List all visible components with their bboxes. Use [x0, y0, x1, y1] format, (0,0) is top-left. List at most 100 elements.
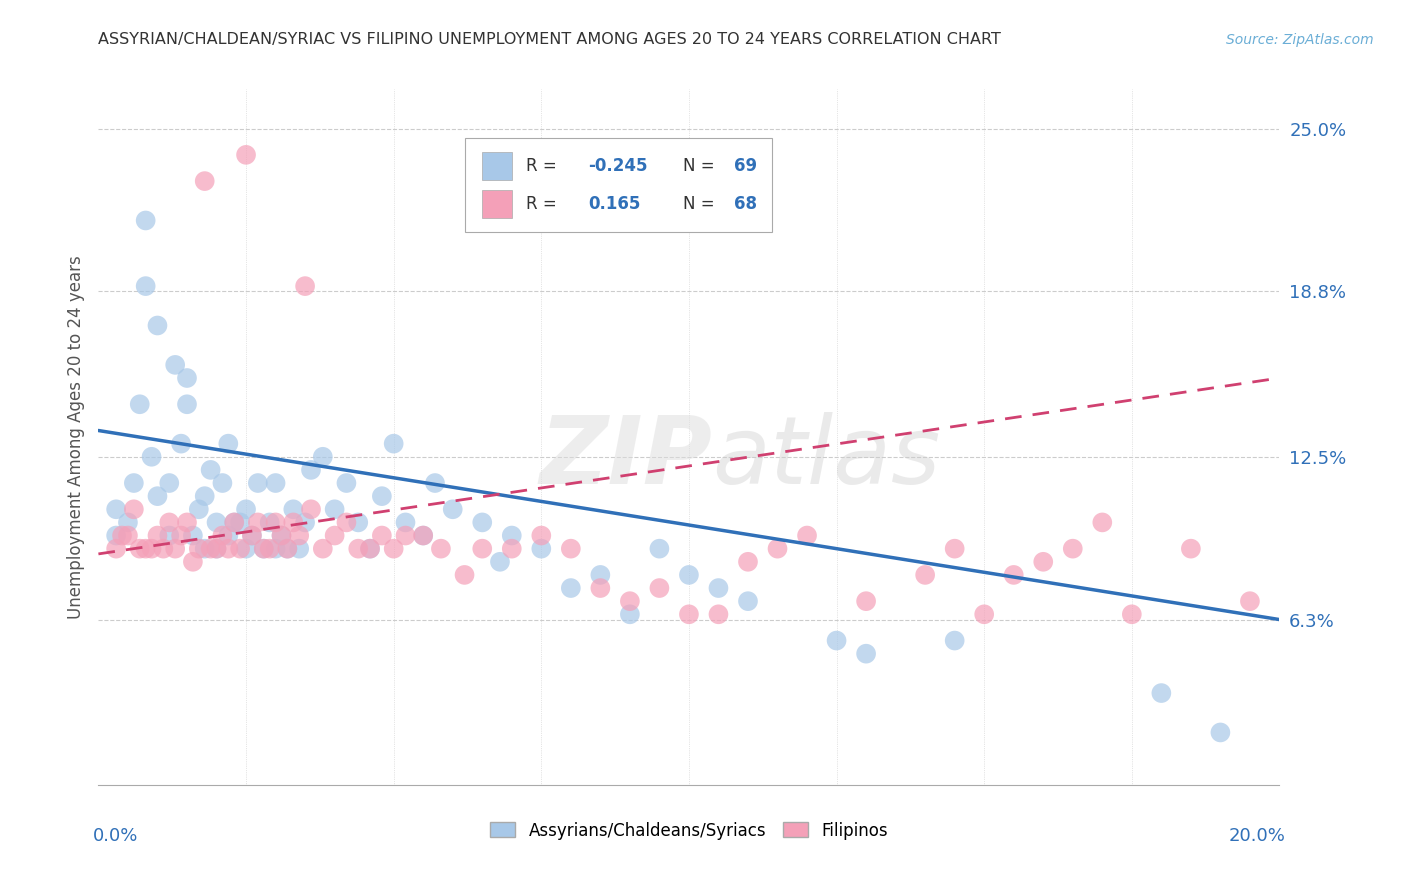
Point [359, 541, 381, 556]
Point [943, 541, 966, 556]
Point [194, 541, 217, 556]
Point [111, 528, 134, 542]
FancyBboxPatch shape [464, 138, 772, 232]
Point [146, 528, 169, 542]
Point [253, 541, 276, 556]
Point [288, 541, 311, 556]
Point [347, 541, 370, 556]
Point [276, 541, 298, 556]
Point [530, 541, 553, 556]
Point [1150, 686, 1173, 700]
Text: 68: 68 [734, 195, 756, 213]
Text: ASSYRIAN/CHALDEAN/SYRIAC VS FILIPINO UNEMPLOYMENT AMONG AGES 20 TO 24 YEARS CORR: ASSYRIAN/CHALDEAN/SYRIAC VS FILIPINO UNE… [98, 32, 1001, 47]
Point [176, 397, 198, 411]
Point [423, 476, 446, 491]
Text: -0.245: -0.245 [589, 157, 648, 175]
Text: ZIP: ZIP [540, 412, 713, 504]
Point [430, 541, 453, 556]
Point [259, 541, 281, 556]
Point [200, 541, 222, 556]
Point [1032, 555, 1054, 569]
Point [489, 555, 512, 569]
Point [194, 174, 217, 188]
Text: 69: 69 [734, 157, 756, 175]
Point [224, 516, 246, 530]
Point [152, 541, 174, 556]
Point [217, 436, 239, 450]
Point [170, 436, 193, 450]
Point [294, 279, 316, 293]
Text: R =: R = [526, 157, 562, 175]
Point [471, 516, 494, 530]
Point [128, 397, 150, 411]
Point [530, 528, 553, 542]
Point [141, 450, 163, 464]
Point [235, 148, 257, 162]
Point [146, 489, 169, 503]
Point [914, 568, 936, 582]
Point [259, 516, 281, 530]
Text: Source: ZipAtlas.com: Source: ZipAtlas.com [1226, 34, 1374, 47]
Point [619, 594, 641, 608]
Point [619, 607, 641, 622]
Point [855, 594, 877, 608]
Point [737, 594, 759, 608]
Point [1239, 594, 1261, 608]
Point [323, 528, 346, 542]
Text: 0.0%: 0.0% [93, 827, 138, 845]
Point [441, 502, 464, 516]
Point [678, 607, 700, 622]
Point [270, 528, 292, 542]
Point [335, 476, 357, 491]
Point [229, 516, 252, 530]
Point [165, 541, 187, 556]
Point [181, 555, 204, 569]
Point [217, 528, 239, 542]
Point [117, 528, 139, 542]
Point [146, 318, 169, 333]
Y-axis label: Unemployment Among Ages 20 to 24 years: Unemployment Among Ages 20 to 24 years [66, 255, 84, 619]
Point [165, 358, 187, 372]
Point [211, 528, 233, 542]
Point [471, 541, 494, 556]
Point [312, 450, 335, 464]
Point [229, 541, 252, 556]
Point [235, 502, 257, 516]
Point [766, 541, 789, 556]
Point [412, 528, 434, 542]
Point [501, 541, 523, 556]
Text: atlas: atlas [713, 412, 941, 503]
Point [796, 528, 818, 542]
Point [246, 476, 269, 491]
Point [825, 633, 848, 648]
Point [1209, 725, 1232, 739]
Point [187, 541, 209, 556]
Point [560, 541, 582, 556]
Text: N =: N = [683, 157, 720, 175]
Point [224, 516, 246, 530]
Point [943, 633, 966, 648]
Point [294, 516, 316, 530]
Point [176, 516, 198, 530]
Point [187, 502, 209, 516]
Point [135, 541, 157, 556]
Bar [482, 152, 512, 179]
Point [264, 541, 287, 556]
Point [323, 502, 346, 516]
Point [382, 436, 405, 450]
Point [394, 528, 416, 542]
Point [359, 541, 381, 556]
Point [211, 476, 233, 491]
Text: N =: N = [683, 195, 720, 213]
Point [105, 528, 128, 542]
Point [246, 516, 269, 530]
Point [157, 528, 180, 542]
Point [157, 476, 180, 491]
Point [648, 581, 671, 595]
Point [205, 516, 228, 530]
Legend: Assyrians/Chaldeans/Syriacs, Filipinos: Assyrians/Chaldeans/Syriacs, Filipinos [484, 815, 894, 847]
Point [283, 516, 305, 530]
Point [270, 528, 292, 542]
Text: 20.0%: 20.0% [1229, 827, 1285, 845]
Point [371, 489, 394, 503]
